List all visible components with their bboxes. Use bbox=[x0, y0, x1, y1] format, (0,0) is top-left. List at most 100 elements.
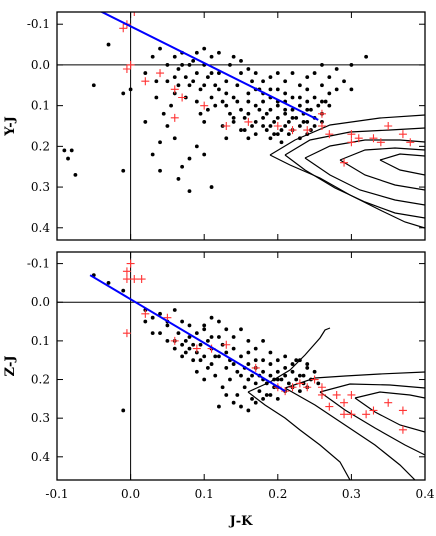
data-point-plus bbox=[122, 267, 131, 276]
data-point-dot bbox=[91, 83, 96, 88]
data-point-dot bbox=[205, 338, 210, 343]
data-point-dot bbox=[246, 91, 251, 96]
data-point-plus bbox=[288, 126, 297, 135]
data-point-dot bbox=[180, 354, 185, 359]
data-point-dot bbox=[272, 132, 277, 137]
data-point-dot bbox=[305, 362, 310, 366]
data-point-dot bbox=[128, 87, 133, 92]
data-point-dot bbox=[224, 79, 229, 84]
data-point-dot bbox=[250, 124, 254, 128]
model-contour bbox=[304, 139, 425, 159]
y-tick-label: 0.2 bbox=[31, 373, 50, 387]
data-point-dot bbox=[213, 354, 218, 359]
data-point-dot bbox=[253, 358, 258, 363]
data-point-dot bbox=[217, 87, 221, 92]
data-point-plus bbox=[137, 275, 146, 284]
data-point-plus bbox=[354, 134, 363, 143]
data-point-dot bbox=[320, 83, 324, 88]
data-point-dot bbox=[349, 87, 354, 92]
x-tick-label: 0.1 bbox=[195, 487, 214, 501]
data-point-dot bbox=[261, 369, 265, 374]
y-tick-label: 0.1 bbox=[31, 99, 50, 113]
data-point-dot bbox=[143, 71, 148, 75]
data-point-dot bbox=[176, 177, 181, 181]
data-point-dot bbox=[231, 400, 236, 405]
data-point-plus bbox=[340, 158, 349, 167]
data-point-dot bbox=[187, 335, 192, 339]
data-point-dot bbox=[202, 323, 207, 328]
data-point-dot bbox=[261, 396, 265, 401]
data-point-dot bbox=[305, 120, 310, 124]
data-point-dot bbox=[268, 87, 273, 92]
data-point-dot bbox=[187, 189, 192, 194]
y-tick-label: 0.4 bbox=[31, 221, 50, 235]
x-tick-label: 0.0 bbox=[121, 487, 140, 501]
data-point-dot bbox=[66, 156, 70, 161]
data-point-plus bbox=[332, 390, 341, 399]
data-point-dot bbox=[121, 408, 126, 413]
data-point-plus bbox=[340, 410, 349, 419]
data-point-dot bbox=[224, 393, 229, 397]
data-point-dot bbox=[275, 103, 280, 108]
data-point-plus bbox=[178, 93, 187, 102]
data-point-plus bbox=[398, 130, 407, 139]
data-point-plus bbox=[310, 375, 319, 384]
data-point-dot bbox=[172, 91, 177, 96]
data-point-dot bbox=[187, 346, 192, 351]
data-point-dot bbox=[187, 156, 192, 161]
data-point-dot bbox=[231, 346, 236, 351]
data-point-dot bbox=[286, 381, 291, 386]
data-point-plus bbox=[122, 65, 131, 73]
data-point-dot bbox=[246, 67, 251, 71]
data-point-dot bbox=[294, 115, 299, 120]
y-tick-label: 0.3 bbox=[31, 180, 50, 194]
data-point-dot bbox=[161, 111, 166, 116]
data-point-dot bbox=[297, 136, 302, 141]
data-point-dot bbox=[253, 103, 258, 108]
data-point-dot bbox=[209, 335, 214, 339]
data-point-dot bbox=[150, 315, 155, 320]
y-tick-label: -0.1 bbox=[27, 257, 50, 271]
data-point-dot bbox=[246, 377, 251, 382]
data-point-plus bbox=[222, 122, 231, 130]
data-point-dot bbox=[312, 71, 317, 75]
data-point-dot bbox=[286, 120, 291, 124]
data-point-dot bbox=[342, 79, 346, 84]
fit-line bbox=[99, 12, 319, 121]
data-point-dot bbox=[261, 338, 265, 343]
data-point-dot bbox=[231, 95, 236, 100]
data-point-dot bbox=[257, 389, 262, 394]
data-point-dot bbox=[253, 132, 258, 137]
bottom-panel: -0.1 0.0 0.1 0.2 0.3 0.4 -0.1 0.0 0.1 0.2 0.3 0.4 Z-… bbox=[3, 251, 435, 529]
data-point-plus bbox=[130, 275, 139, 284]
data-point-dot bbox=[194, 331, 199, 336]
data-point-dot bbox=[121, 288, 126, 293]
data-point-dot bbox=[224, 103, 229, 108]
data-point-dot bbox=[158, 331, 162, 336]
model-contour bbox=[319, 391, 425, 456]
data-point-dot bbox=[297, 95, 302, 100]
data-point-dot bbox=[73, 172, 78, 177]
data-point-dot bbox=[275, 369, 280, 374]
data-point-dot bbox=[312, 95, 317, 100]
x-axis-label: J-K bbox=[229, 514, 254, 529]
data-point-dot bbox=[194, 71, 199, 75]
data-point-dot bbox=[154, 79, 159, 84]
data-point-dot bbox=[217, 50, 221, 55]
data-point-dot bbox=[228, 377, 232, 382]
data-point-dot bbox=[217, 71, 221, 75]
data-point-dot bbox=[213, 103, 218, 108]
y-tick-label: 0.2 bbox=[31, 139, 50, 153]
data-point-dot bbox=[154, 95, 159, 100]
data-point-dot bbox=[250, 79, 254, 84]
data-point-dot bbox=[305, 132, 310, 137]
data-point-dot bbox=[187, 323, 192, 328]
y-tick-label: 0.3 bbox=[31, 411, 50, 425]
data-point-dot bbox=[275, 358, 280, 363]
data-point-dot bbox=[224, 350, 229, 355]
data-point-dot bbox=[217, 404, 221, 409]
data-point-dot bbox=[231, 335, 236, 339]
data-point-dot bbox=[202, 120, 207, 124]
data-point-dot bbox=[165, 124, 170, 128]
